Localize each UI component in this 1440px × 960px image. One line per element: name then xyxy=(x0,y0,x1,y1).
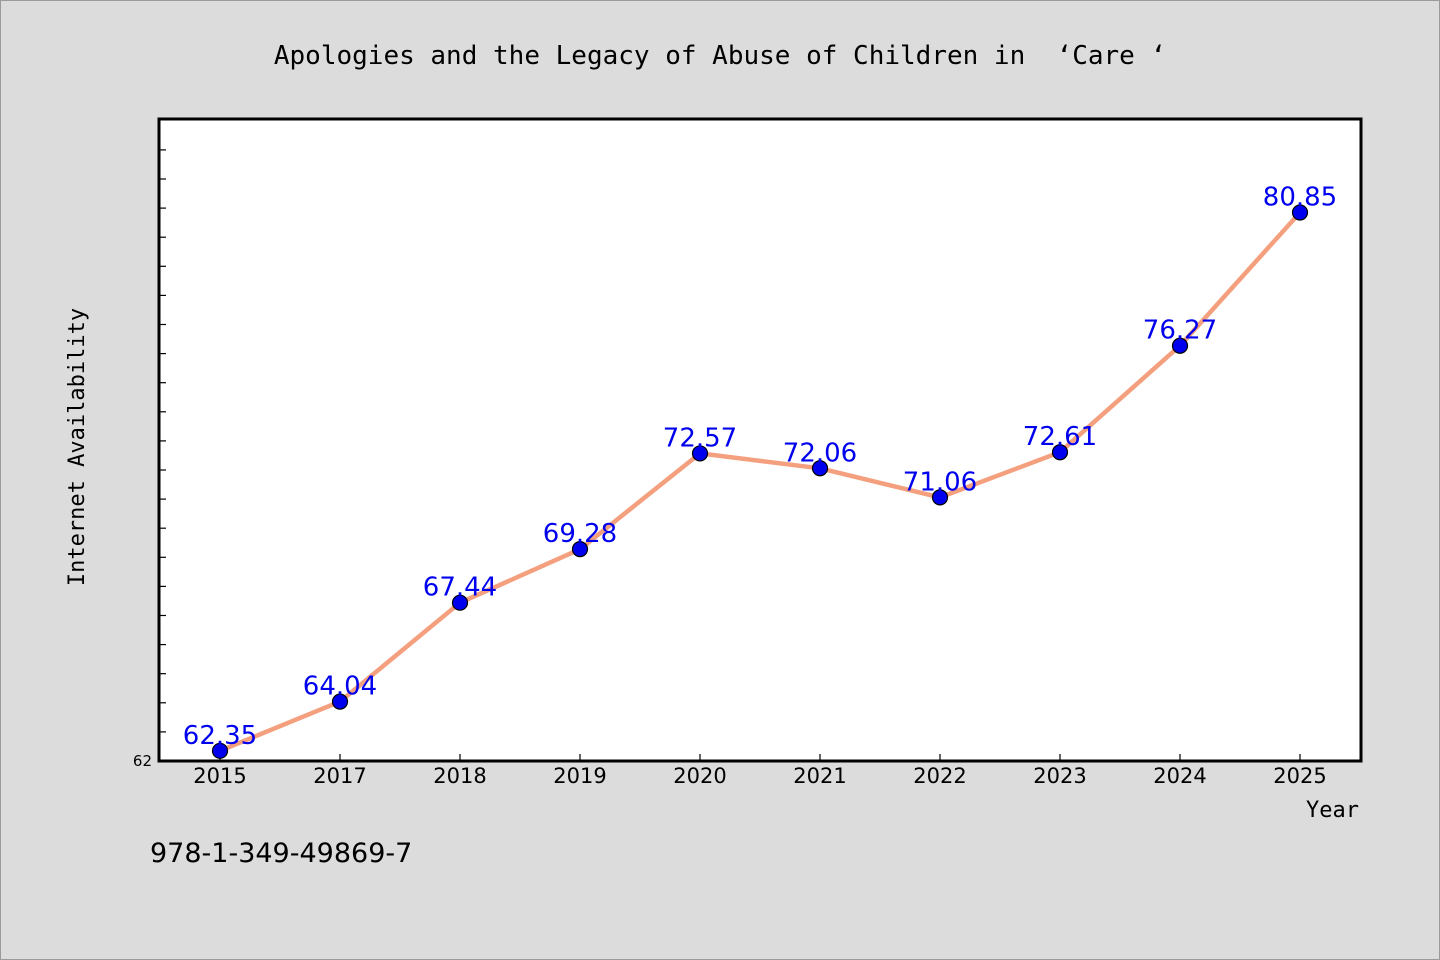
x-tick-label: 2021 xyxy=(793,764,846,788)
x-tick-label: 2019 xyxy=(553,764,606,788)
data-point xyxy=(331,693,349,710)
chart-title: Apologies and the Legacy of Abuse of Chi… xyxy=(274,41,1166,71)
data-label: 76.27 xyxy=(1143,316,1217,346)
data-label: 67.44 xyxy=(423,573,497,603)
x-tick-label: 2018 xyxy=(433,764,486,788)
x-tick-label: 2024 xyxy=(1153,764,1206,788)
data-point xyxy=(451,594,469,611)
data-point xyxy=(931,489,949,506)
series-line xyxy=(217,210,1303,754)
data-label: 80.85 xyxy=(1263,182,1337,212)
data-label: 62.35 xyxy=(183,721,257,751)
data-label: 72.57 xyxy=(663,423,737,453)
data-point xyxy=(211,742,229,759)
x-tick-label: 2015 xyxy=(193,764,246,788)
x-axis-label: Year xyxy=(1306,798,1359,823)
data-point xyxy=(1171,337,1189,354)
data-point xyxy=(1291,204,1309,221)
data-label: 69.28 xyxy=(543,519,617,549)
y-tick-label: 62 xyxy=(133,752,152,770)
data-markers xyxy=(211,204,1309,759)
data-label: 64.04 xyxy=(303,672,377,702)
data-labels: 62.35 64.04 67.44 69.28 72.57 72.06 71.06 72.61… xyxy=(183,182,1337,750)
y-axis-ticks xyxy=(159,149,166,733)
data-point xyxy=(691,445,709,462)
x-tick-label: 2025 xyxy=(1273,764,1326,788)
x-tick-label: 2017 xyxy=(313,764,366,788)
data-point xyxy=(571,541,589,558)
y-axis-label: Internet Availability xyxy=(65,308,90,586)
isbn-text: 978-1-349-49869-7 xyxy=(150,838,412,869)
data-point xyxy=(1051,444,1069,461)
x-tick-labels: 2015 2017 2018 2019 2020 2021 2022 2023 2024 2025 xyxy=(193,764,1326,788)
x-tick-label: 2023 xyxy=(1033,764,1086,788)
plot-area xyxy=(157,117,1363,763)
data-label: 71.06 xyxy=(903,467,977,497)
x-tick-label: 2020 xyxy=(673,764,726,788)
data-label: 72.06 xyxy=(783,438,857,468)
x-tick-label: 2022 xyxy=(913,764,966,788)
data-label: 72.61 xyxy=(1023,422,1097,452)
data-point xyxy=(811,460,829,477)
